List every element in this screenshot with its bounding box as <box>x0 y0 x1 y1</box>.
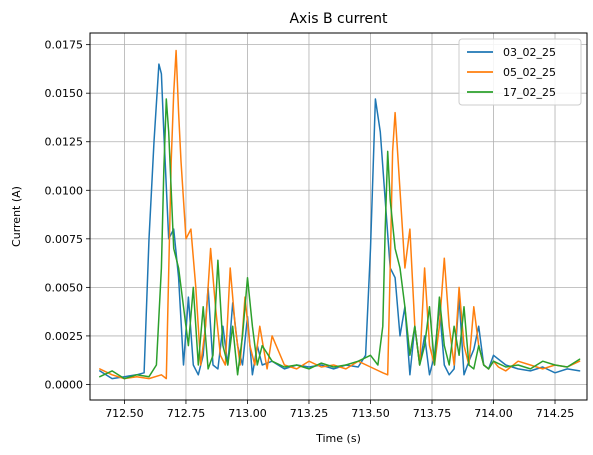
series-line-05_02_25 <box>99 49 581 380</box>
plot-frame <box>89 32 588 401</box>
legend-entry: 05_02_25 <box>503 66 556 79</box>
y-tick-label: 0.0050 <box>45 281 84 294</box>
y-tick-label: 0.0025 <box>45 330 84 343</box>
x-tick-label: 714.25 <box>536 407 575 420</box>
x-tick-label: 712.50 <box>105 407 144 420</box>
chart-title: Axis B current <box>289 11 388 27</box>
y-tick-label: 0.0000 <box>45 378 84 391</box>
y-axis-label: Current (A) <box>10 186 23 247</box>
series-layer <box>99 49 581 380</box>
legend-box <box>458 38 582 106</box>
legend-entry: 03_02_25 <box>503 46 556 59</box>
legend-entry: 17_02_25 <box>503 86 556 99</box>
x-tick-label: 713.00 <box>228 407 267 420</box>
x-axis: 712.50 712.75 713.00 713.25 713.50 713.75 714.… <box>105 400 574 420</box>
x-tick-label: 712.75 <box>167 407 206 420</box>
x-tick-label: 713.25 <box>290 407 329 420</box>
y-tick-label: 0.0175 <box>45 39 84 52</box>
legend: 03_02_25 05_02_25 17_02_25 <box>458 38 582 106</box>
y-axis: 0.0000 0.0025 0.0050 0.0075 0.0100 0.0125 0.01… <box>45 39 90 391</box>
x-axis-label: Time (s) <box>315 432 361 445</box>
y-tick-label: 0.0125 <box>45 136 84 149</box>
x-tick-label: 713.50 <box>351 407 390 420</box>
series-line-17_02_25 <box>99 98 581 380</box>
y-tick-label: 0.0075 <box>45 233 84 246</box>
x-tick-label: 714.00 <box>474 407 513 420</box>
x-tick-label: 713.75 <box>413 407 452 420</box>
y-tick-label: 0.0100 <box>45 184 84 197</box>
y-tick-label: 0.0150 <box>45 87 84 100</box>
